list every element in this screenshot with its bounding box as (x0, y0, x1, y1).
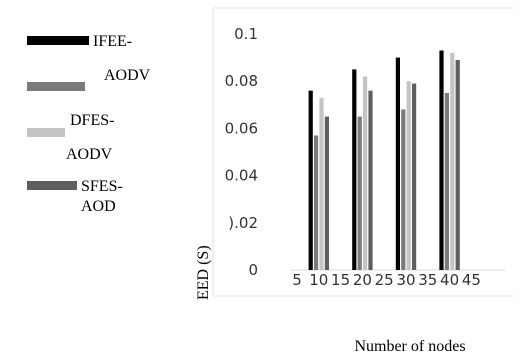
bar-sfes-aod-30 (412, 83, 417, 270)
bar-dfes-aodv-10 (319, 97, 324, 270)
legend-swatch (27, 181, 77, 190)
bar-sfes-aod-40 (455, 59, 460, 271)
bars (308, 50, 460, 271)
y-axis-ticks: 0 ).02 0.04 0.06 0.08 0.1 (225, 25, 258, 279)
x-tick-label: 15 (331, 271, 350, 289)
bar-aodv-10 (314, 135, 319, 270)
x-tick-label: 25 (375, 271, 394, 289)
x-tick-label: 20 (353, 271, 372, 289)
legend-swatch (27, 36, 89, 45)
legend-swatch (27, 128, 65, 137)
bar-sfes-aod-20 (368, 90, 373, 270)
x-axis-label: Number of nodes (354, 338, 465, 355)
y-tick-label: 0.04 (225, 167, 258, 185)
bar-dfes-aodv-40 (450, 52, 455, 270)
bar-ifee-30 (395, 57, 400, 270)
bar-ifee-40 (439, 50, 444, 270)
bar-aodv-40 (444, 93, 449, 270)
bar-sfes-aod-10 (324, 116, 329, 270)
legend-swatch (27, 82, 85, 91)
x-tick-label: 10 (309, 271, 328, 289)
legend-label: AODV (104, 67, 151, 84)
y-tick-label: 0.1 (234, 25, 258, 43)
y-tick-label: 0 (248, 261, 258, 279)
y-tick-label: 0.06 (225, 119, 258, 137)
bar-ifee-10 (308, 90, 313, 270)
legend: IFEE- AODV DFES- AODV SFES- AOD (27, 33, 151, 215)
bar-dfes-aodv-30 (406, 81, 411, 270)
x-tick-label: 5 (292, 271, 302, 289)
bar-dfes-aodv-20 (363, 76, 368, 270)
bar-ifee-20 (352, 69, 357, 271)
x-tick-label: 45 (462, 271, 481, 289)
y-tick-label: 0.08 (225, 72, 258, 90)
legend-label: AOD (81, 198, 116, 215)
x-tick-label: 35 (418, 271, 437, 289)
legend-label: AODV (66, 146, 113, 163)
legend-label: IFEE- (93, 33, 132, 50)
y-tick-label: ).02 (228, 214, 258, 232)
x-tick-label: 40 (440, 271, 459, 289)
legend-label: SFES- (81, 178, 123, 195)
legend-label: DFES- (70, 112, 114, 129)
bar-aodv-30 (401, 109, 406, 271)
bar-aodv-20 (357, 116, 362, 270)
x-axis-ticks: 5 10 15 20 25 30 35 40 45 (292, 271, 481, 289)
x-tick-label: 30 (396, 271, 415, 289)
y-axis-label: EED (S) (195, 245, 212, 300)
